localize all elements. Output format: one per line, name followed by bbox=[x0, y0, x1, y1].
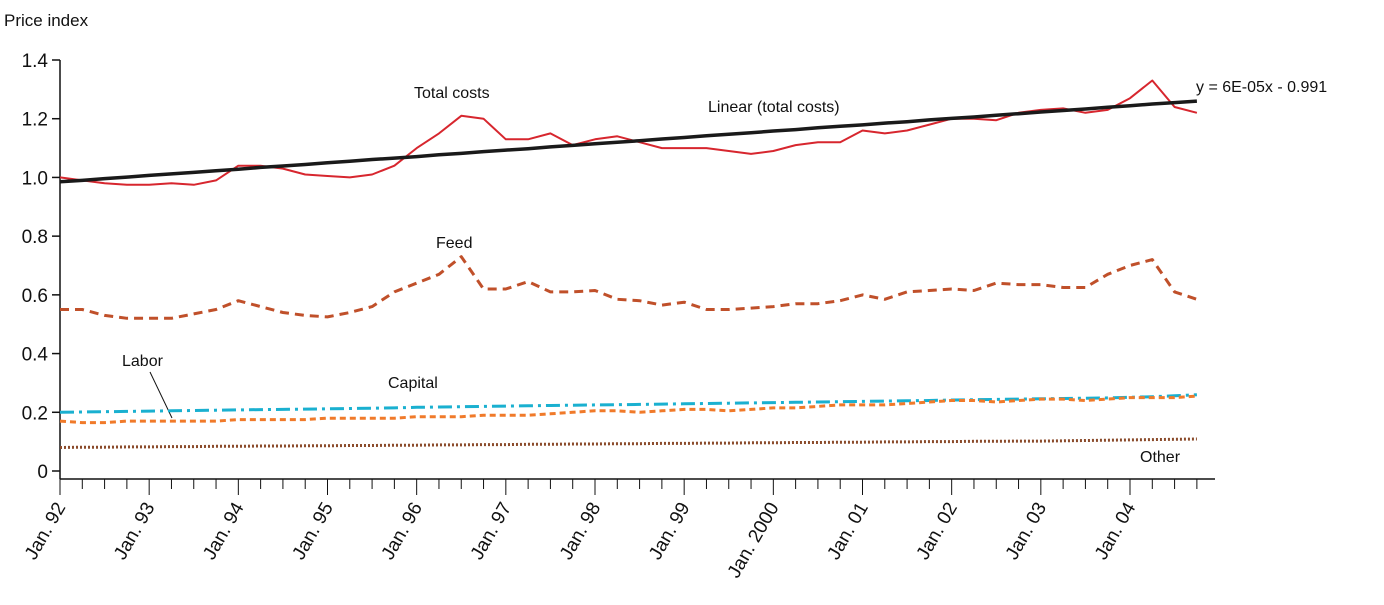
x-tick-label: Jan. 04 bbox=[1091, 499, 1141, 564]
x-tick-label: Jan. 97 bbox=[467, 499, 516, 563]
annotation: Total costs bbox=[414, 85, 490, 102]
series-line bbox=[59, 99, 1198, 184]
x-tick-label: Jan. 99 bbox=[645, 499, 694, 563]
y-tick-label: 1.4 bbox=[22, 51, 49, 72]
x-tick-label: Jan. 93 bbox=[110, 499, 159, 563]
y-tick-label: 1.2 bbox=[22, 110, 48, 131]
annotation: Capital bbox=[388, 375, 438, 392]
series-line bbox=[60, 255, 1198, 320]
x-tick-label: Jan. 2000 bbox=[724, 499, 784, 582]
y-tick-label: 0.6 bbox=[22, 286, 48, 307]
annotation: Labor bbox=[122, 353, 164, 370]
annotation: Feed bbox=[436, 235, 472, 252]
x-tick-label: Jan. 98 bbox=[556, 499, 605, 563]
annotation: y = 6E-05x - 0.991 bbox=[1196, 79, 1327, 96]
annotation: Linear (total costs) bbox=[708, 99, 840, 116]
x-tick-label: Jan. 95 bbox=[288, 499, 337, 563]
series-line bbox=[59, 437, 1197, 449]
x-tick-label: Jan. 94 bbox=[199, 499, 249, 564]
y-tick-label: 1.0 bbox=[22, 168, 48, 189]
y-tick-label: 0 bbox=[37, 462, 48, 483]
x-tick-label: Jan. 02 bbox=[913, 499, 962, 563]
y-tick-label: 0.2 bbox=[22, 403, 48, 424]
x-tick-label: Jan. 01 bbox=[823, 499, 872, 563]
x-tick-label: Jan. 96 bbox=[378, 499, 427, 563]
x-tick-label: Jan. 92 bbox=[21, 499, 70, 563]
y-tick-label: 0.4 bbox=[22, 345, 49, 366]
y-axis-label: Price index bbox=[4, 11, 89, 30]
series-line bbox=[59, 393, 1197, 414]
y-tick-label: 0.8 bbox=[22, 227, 48, 248]
series-line bbox=[59, 79, 1198, 186]
x-tick-label: Jan. 03 bbox=[1002, 499, 1051, 563]
annotation: Other bbox=[1140, 449, 1181, 466]
